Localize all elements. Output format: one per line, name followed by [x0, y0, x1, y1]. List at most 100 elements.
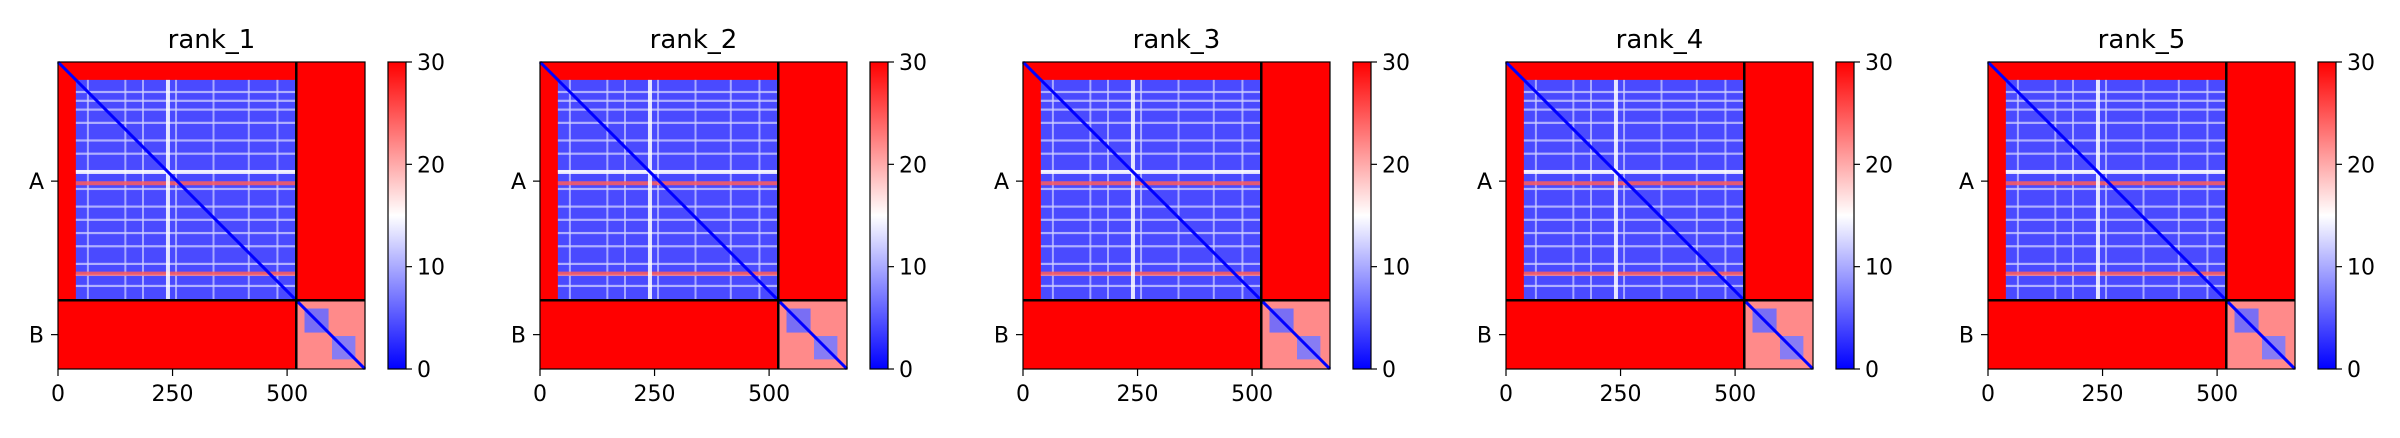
- pae-stripe-h: [2005, 205, 2227, 208]
- pae-stripe-v: [1623, 79, 1626, 301]
- diagonal-b: [1260, 299, 1332, 371]
- diagonal-a: [1504, 60, 1746, 302]
- diagonal-b: [1743, 299, 1815, 371]
- pae-stripe-h: [2005, 152, 2227, 155]
- pae-stripe-v: [2206, 79, 2209, 301]
- pae-stripe-h: [1523, 139, 1745, 142]
- pae-stripe-v: [2071, 79, 2074, 301]
- chain-label: A: [1959, 170, 1974, 195]
- pae-stripe-white: [2095, 79, 2100, 301]
- pae-stripe-h: [1523, 245, 1745, 248]
- pae-stripe-red: [1523, 271, 1745, 276]
- pae-panel-2: rank_2 0 250 500 A B 0 10 20 30: [511, 25, 927, 407]
- colorbar: [1836, 62, 1854, 369]
- pae-stripe-h: [557, 152, 779, 155]
- pae-stripe-v: [276, 79, 279, 301]
- pae-stripe-h: [1523, 108, 1745, 111]
- pae-stripe-h: [2005, 90, 2227, 94]
- chain-label: B: [1959, 324, 1974, 349]
- colorbar-tick-label: 20: [899, 153, 927, 178]
- pae-stripe-v: [729, 79, 732, 301]
- pae-stripe-white: [75, 169, 297, 174]
- colorbar-frame: [869, 61, 889, 370]
- pae-stripe-white: [557, 169, 779, 174]
- pae-stripe-h: [2005, 284, 2227, 288]
- pae-stripe-v: [1140, 79, 1143, 301]
- colorbar-frame: [387, 61, 407, 370]
- pae-stripe-h: [1523, 121, 1745, 124]
- heatmap-frame: [1505, 61, 1814, 370]
- pae-stripe-v: [1660, 79, 1663, 301]
- panel-title: rank_4: [1616, 25, 1704, 55]
- pae-stripe-v: [2105, 79, 2108, 301]
- pae-stripe-h: [75, 218, 297, 221]
- colorbar: [1353, 62, 1371, 369]
- pae-stripe-red: [2005, 181, 2227, 186]
- pae-stripe-red: [1040, 271, 1262, 276]
- heatmap-frame: [1987, 61, 2296, 370]
- panel-title: rank_3: [1133, 25, 1221, 55]
- pae-stripe-red: [2005, 271, 2227, 276]
- chain-label: A: [1477, 170, 1492, 195]
- chain-label: B: [511, 324, 526, 349]
- pae-stripe-v: [2054, 79, 2057, 301]
- pae-stripe-h: [1523, 262, 1745, 266]
- pae-stripe-h: [75, 245, 297, 248]
- colorbar-tick-label: 10: [899, 256, 927, 281]
- pae-stripe-v: [2016, 79, 2019, 301]
- pae-stripe-v: [2177, 79, 2180, 301]
- x-tick-label: 0: [1016, 382, 1030, 407]
- pae-stripe-v: [1695, 79, 1698, 301]
- pae-stripe-red: [75, 271, 297, 276]
- chain-label: A: [29, 170, 44, 195]
- pae-stripe-h: [1040, 152, 1262, 155]
- heatmap-frame: [539, 61, 848, 370]
- pae-stripe-v: [1589, 79, 1592, 301]
- pae-panel-5: rank_5 0 250 500 A B 0 10 20 30: [1959, 25, 2375, 407]
- pae-stripe-v: [1572, 79, 1575, 301]
- pae-stripe-v: [568, 79, 571, 301]
- x-tick-label: 250: [1117, 382, 1159, 407]
- pae-stripe-h: [2005, 218, 2227, 221]
- pae-stripe-h: [557, 90, 779, 94]
- x-tick-label: 250: [152, 382, 194, 407]
- pae-stripe-h: [2005, 99, 2227, 102]
- colorbar-tick-label: 0: [2347, 358, 2361, 383]
- panel-title: rank_1: [168, 25, 256, 55]
- pae-stripe-h: [1040, 245, 1262, 248]
- pae-stripe-h: [1040, 284, 1262, 288]
- chain-label: A: [511, 170, 526, 195]
- pae-stripe-h: [1040, 108, 1262, 111]
- x-tick-label: 500: [2196, 382, 2238, 407]
- pae-stripe-h: [1523, 218, 1745, 221]
- pae-stripe-h: [1523, 99, 1745, 102]
- pae-stripe-v: [1051, 79, 1054, 301]
- pae-stripe-h: [557, 284, 779, 288]
- pae-stripe-v: [623, 79, 626, 301]
- pae-stripe-h: [1040, 99, 1262, 102]
- panel-title: rank_2: [650, 25, 738, 55]
- pae-stripe-v: [1177, 79, 1180, 301]
- diagonal-a: [56, 60, 298, 302]
- colorbar-tick-label: 0: [417, 358, 431, 383]
- pae-stripe-v: [141, 79, 144, 301]
- pae-stripe-h: [1040, 231, 1262, 235]
- pae-stripe-h: [75, 121, 297, 124]
- colorbar-frame: [2317, 61, 2337, 370]
- pae-stripe-h: [557, 108, 779, 111]
- colorbar-tick-label: 30: [1382, 51, 1410, 76]
- colorbar-tick-label: 0: [1865, 358, 1879, 383]
- pae-stripe-h: [557, 205, 779, 208]
- pae-stripe-h: [1523, 231, 1745, 235]
- colorbar-tick-label: 0: [899, 358, 913, 383]
- pae-stripe-white: [1130, 79, 1135, 301]
- pae-stripe-h: [2005, 262, 2227, 266]
- heatmap-frame: [1022, 61, 1331, 370]
- pae-stripe-v: [1089, 79, 1092, 301]
- pae-stripe-h: [75, 90, 297, 94]
- heatmap-frame: [57, 61, 366, 370]
- panel-title: rank_5: [2098, 25, 2186, 55]
- colorbar: [388, 62, 406, 369]
- pae-stripe-h: [1040, 121, 1262, 124]
- pae-stripe-white: [165, 79, 170, 301]
